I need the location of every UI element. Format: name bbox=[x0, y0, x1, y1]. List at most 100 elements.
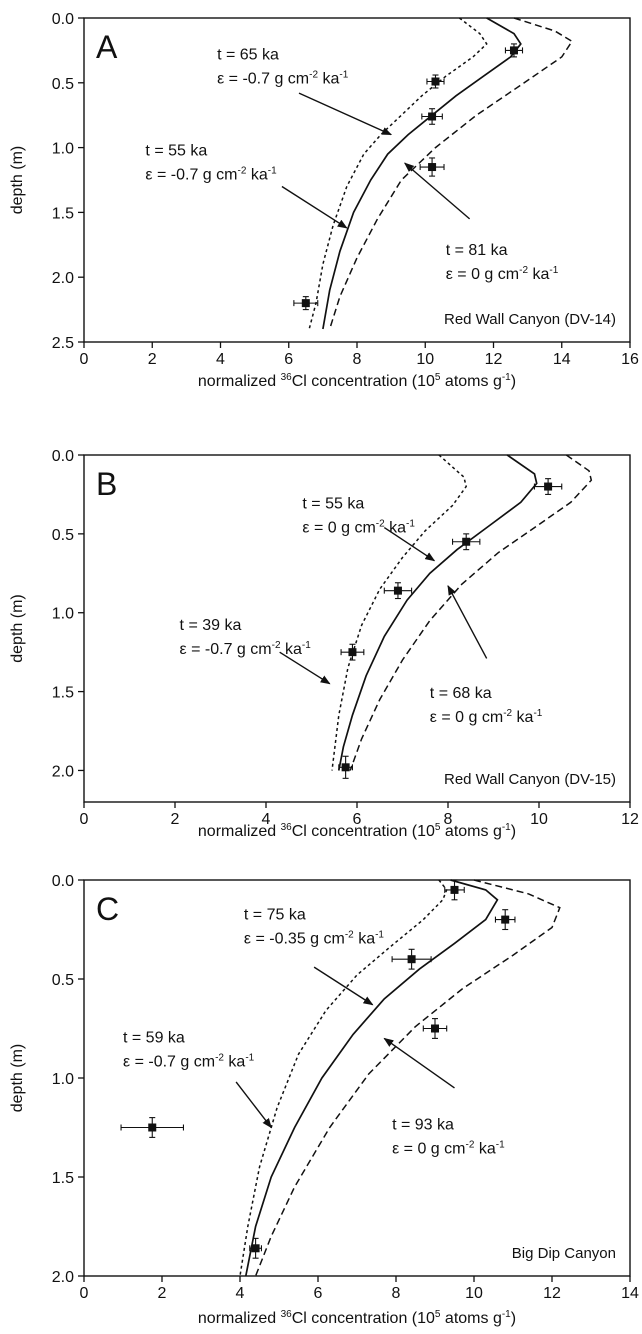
x-tick-label: 10 bbox=[416, 351, 434, 368]
x-label-sup: 36 bbox=[281, 372, 293, 383]
annotation-sup: -1 bbox=[302, 640, 311, 651]
sample-point bbox=[544, 482, 553, 491]
annotation-age: t = 39 ka bbox=[180, 617, 242, 634]
annotation-sup: -2 bbox=[465, 1139, 474, 1150]
panel-b: 0 2 4 6 8 10 12 0.0 0.5 1.0 1.5 2.0 depth (m) normali… bbox=[9, 448, 639, 840]
annotation-sup: -2 bbox=[345, 930, 354, 941]
annotation-erosion: ε = 0 g cm-2 ka-1 bbox=[302, 519, 415, 537]
annotation-sup: -1 bbox=[375, 930, 384, 941]
x-label-part: Cl concentration (10 bbox=[292, 1310, 435, 1327]
y-tick-label: 1.5 bbox=[52, 685, 74, 702]
ann-b2: t = 39 ka ε = -0.7 g cm-2 ka-1 bbox=[180, 617, 331, 685]
x-tick-label: 16 bbox=[621, 351, 639, 368]
model-curve-solid bbox=[322, 17, 522, 330]
annotation-erosion: ε = -0.35 g cm-2 ka-1 bbox=[244, 930, 385, 948]
annotation-sup: -2 bbox=[376, 519, 385, 530]
x-tick-label: 8 bbox=[392, 1285, 401, 1302]
ann-a3: t = 81 ka ε = 0 g cm-2 ka-1 bbox=[404, 162, 559, 283]
y-tick-label: 2.0 bbox=[52, 763, 74, 780]
annotation-part: ka bbox=[224, 1053, 245, 1070]
x-tick-label: 10 bbox=[465, 1285, 483, 1302]
annotation-part: ka bbox=[354, 931, 375, 948]
y-tick-label: 0.5 bbox=[52, 76, 74, 93]
sample-point bbox=[431, 77, 440, 86]
annotation-sup: -2 bbox=[519, 265, 528, 276]
x-tick-label: 6 bbox=[353, 811, 362, 828]
annotation-sup: -1 bbox=[245, 1052, 254, 1063]
annotation-arrow bbox=[383, 1037, 455, 1089]
ann-c2: t = 59 ka ε = -0.7 g cm-2 ka-1 bbox=[123, 1029, 272, 1129]
ann-c1: t = 75 ka ε = -0.35 g cm-2 ka-1 bbox=[244, 907, 385, 1006]
annotation-sup: -1 bbox=[339, 69, 348, 80]
annotation-age: t = 75 ka bbox=[244, 907, 306, 924]
sample-point bbox=[301, 299, 310, 308]
sample-point bbox=[501, 915, 510, 924]
annotation-age: t = 59 ka bbox=[123, 1029, 185, 1046]
x-tick-label: 4 bbox=[236, 1285, 245, 1302]
x-tick-label: 8 bbox=[353, 351, 362, 368]
x-label-sup: 5 bbox=[435, 822, 441, 833]
annotation-part: ka bbox=[512, 709, 533, 726]
annotation-erosion: ε = 0 g cm-2 ka-1 bbox=[446, 265, 559, 283]
annotation-part: ε = 0 g cm bbox=[446, 266, 519, 283]
annotation-part: ka bbox=[474, 1140, 495, 1157]
panel-letter: B bbox=[96, 466, 117, 502]
x-tick-label: 14 bbox=[621, 1285, 639, 1302]
x-tick-label: 6 bbox=[284, 351, 293, 368]
x-tick-label: 2 bbox=[171, 811, 180, 828]
annotation-erosion: ε = -0.7 g cm-2 ka-1 bbox=[180, 640, 312, 658]
model-curve-dashed bbox=[328, 17, 574, 330]
y-tick-label: 0.0 bbox=[52, 11, 74, 28]
annotation-part: ε = -0.7 g cm bbox=[180, 641, 272, 658]
x-label-part: ) bbox=[511, 823, 516, 840]
annotation-part: ε = -0.35 g cm bbox=[244, 931, 345, 948]
x-label-part: normalized bbox=[198, 373, 281, 390]
x-axis-label: normalized 36Cl concentration (105 atoms… bbox=[198, 1309, 516, 1327]
annotation-sup: -2 bbox=[503, 708, 512, 719]
x-axis-label: normalized 36Cl concentration (105 atoms… bbox=[198, 372, 516, 390]
model-curve-solid bbox=[337, 454, 538, 771]
y-tick-label: 0.5 bbox=[52, 972, 74, 989]
sample-point bbox=[393, 586, 402, 595]
annotation-age: t = 93 ka bbox=[392, 1116, 454, 1133]
x-tick-label: 12 bbox=[621, 811, 639, 828]
sample-point bbox=[348, 648, 357, 657]
annotation-sup: -1 bbox=[496, 1139, 505, 1150]
y-tick-label: 1.0 bbox=[52, 606, 74, 623]
ann-a1: t = 65 ka ε = -0.7 g cm-2 ka-1 bbox=[217, 46, 393, 136]
y-tick-label: 1.5 bbox=[52, 205, 74, 222]
y-tick-label: 0.0 bbox=[52, 873, 74, 890]
x-tick-label: 4 bbox=[262, 811, 271, 828]
sample-point bbox=[341, 763, 350, 772]
annotation-part: ka bbox=[246, 166, 267, 183]
annotation-part: ka bbox=[281, 641, 302, 658]
annotation-sup: -2 bbox=[237, 165, 246, 176]
annotation-erosion: ε = -0.7 g cm-2 ka-1 bbox=[123, 1052, 255, 1070]
annotation-part: ka bbox=[318, 70, 339, 87]
annotation-age: t = 55 ka bbox=[302, 496, 364, 513]
sample-point bbox=[428, 163, 437, 172]
x-tick-label: 12 bbox=[485, 351, 503, 368]
annotation-sup: -1 bbox=[549, 265, 558, 276]
y-axis-label: depth (m) bbox=[9, 146, 26, 214]
y-tick-label: 2.0 bbox=[52, 1269, 74, 1286]
site-label: Red Wall Canyon (DV-14) bbox=[444, 311, 616, 328]
ann-c3: t = 93 ka ε = 0 g cm-2 ka-1 bbox=[383, 1037, 505, 1157]
annotation-arrow bbox=[313, 966, 374, 1006]
x-label-sup: 36 bbox=[281, 822, 293, 833]
sample-point bbox=[148, 1123, 157, 1132]
annotation-part: ka bbox=[385, 520, 406, 537]
ann-b1: t = 55 ka ε = 0 g cm-2 ka-1 bbox=[302, 496, 436, 562]
x-label-sup: -1 bbox=[502, 372, 511, 383]
sample-point bbox=[428, 112, 437, 121]
x-label-part: atoms g bbox=[440, 1310, 501, 1327]
panel-letter: A bbox=[96, 29, 118, 65]
x-tick-label: 0 bbox=[80, 351, 89, 368]
sample-point bbox=[251, 1244, 260, 1253]
x-label-sup: 5 bbox=[435, 372, 441, 383]
annotation-part: ε = -0.7 g cm bbox=[123, 1053, 215, 1070]
annotation-arrow bbox=[447, 585, 488, 659]
x-label-part: ) bbox=[511, 373, 516, 390]
annotation-arrow bbox=[235, 1081, 272, 1129]
x-tick-label: 0 bbox=[80, 811, 89, 828]
